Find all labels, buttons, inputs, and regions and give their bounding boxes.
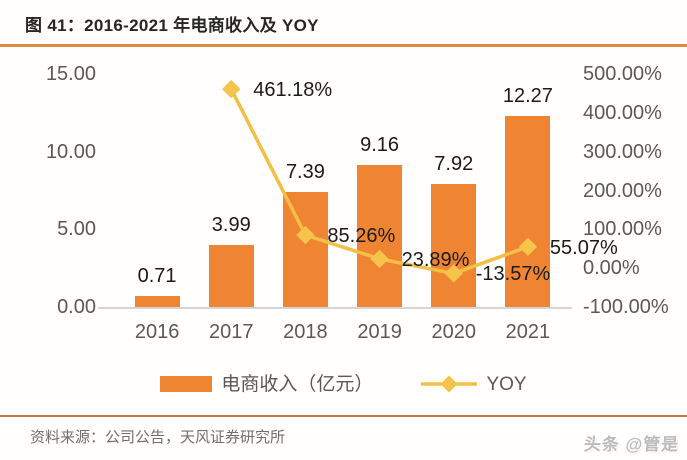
x-axis-line: [98, 307, 572, 309]
x-axis-label-2019: 2019: [357, 321, 402, 343]
bar-2017: [208, 245, 254, 307]
bar-2016: [134, 295, 180, 307]
chart-title: 图 41：2016-2021 年电商收入及 YOY: [0, 0, 687, 47]
y-axis-left-tick: 0.00: [57, 296, 96, 318]
y-axis-right-tick: 0.00%: [583, 257, 640, 280]
y-axis-right-tick: 500.00%: [583, 63, 662, 85]
line-series-swatch-icon: [421, 375, 478, 393]
legend-item-revenue: 电商收入（亿元）: [160, 375, 373, 394]
y-axis-left-tick: 15.00: [45, 63, 96, 85]
legend-label-yoy: YOY: [486, 373, 527, 395]
yoy-marker-2017: [222, 79, 241, 99]
source-note: 资料来源：公司公告，天风证券研究所: [0, 415, 687, 447]
bar-series-swatch-icon: [160, 376, 213, 392]
yoy-value-label: 23.89%: [401, 248, 470, 271]
watermark: 头条 @管是: [582, 435, 680, 454]
legend-label-revenue: 电商收入（亿元）: [221, 373, 374, 395]
bar-value-label: 7.39: [285, 161, 325, 184]
yoy-value-label: 55.07%: [549, 236, 618, 259]
bar-value-label: 12.27: [502, 85, 553, 108]
x-axis-label-2017: 2017: [209, 321, 254, 343]
bar-value-label: 3.99: [211, 214, 251, 237]
y-axis-right-tick: 300.00%: [583, 140, 662, 163]
bar-2018: [282, 192, 328, 307]
bar-value-label: 9.16: [360, 133, 400, 156]
chart-legend: 电商收入（亿元） YOY: [0, 373, 687, 395]
y-axis-left-tick: 5.00: [57, 218, 96, 241]
x-axis-label-2020: 2020: [431, 321, 477, 343]
chart-canvas: 15.00 10.00 5.00 0.00 500.00% 400.00% 300.00% 2…: [0, 47, 687, 347]
x-axis-label-2021: 2021: [505, 321, 551, 343]
y-axis-right-tick: 100.00%: [583, 218, 662, 241]
legend-item-yoy: YOY: [421, 373, 527, 395]
y-axis-right-tick: 400.00%: [583, 101, 662, 124]
x-axis-label-2018: 2018: [283, 321, 328, 343]
x-axis-label-2016: 2016: [134, 321, 180, 343]
yoy-value-label: 461.18%: [253, 79, 333, 102]
y-axis-right-tick: 200.00%: [583, 179, 662, 202]
y-axis-left-tick: 10.00: [45, 140, 96, 163]
yoy-value-label: 85.26%: [327, 225, 396, 248]
bar-2020: [431, 183, 477, 307]
y-axis-right-tick: -100.00%: [583, 296, 669, 318]
bar-value-label: 7.92: [434, 152, 474, 175]
bar-value-label: 0.71: [137, 264, 177, 287]
yoy-value-label: -13.57%: [475, 263, 551, 286]
